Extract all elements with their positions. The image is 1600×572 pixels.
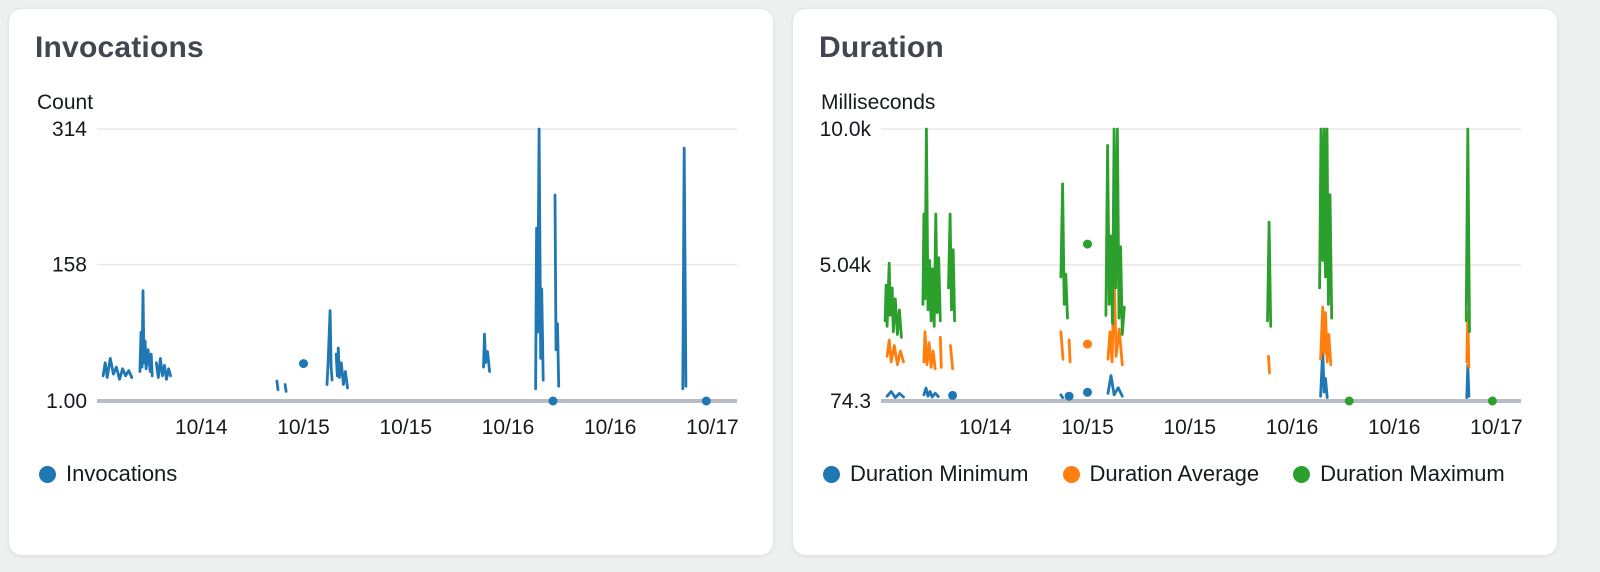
x-tick-label: 10/14 (959, 416, 1012, 439)
legend-item-invocations[interactable]: Invocations (39, 461, 177, 487)
data-point-dot-invocations[interactable] (299, 359, 308, 369)
y-tick-label: 314 (52, 119, 87, 141)
duration-widget: Duration Milliseconds 10.0k 5.04k 74.3 10/1… (792, 8, 1558, 556)
series-line-duration-minimum[interactable] (1319, 349, 1329, 400)
series-line-invocations[interactable] (283, 383, 288, 393)
series-line-duration-average[interactable] (1067, 338, 1072, 364)
x-tick-label: 10/16 (1368, 416, 1421, 439)
series-line-duration-maximum[interactable] (1318, 127, 1334, 320)
series-line-duration-maximum[interactable] (1464, 127, 1471, 334)
series-line-invocations[interactable] (275, 379, 280, 392)
duration-chart-plot[interactable]: 10.0k 5.04k 74.3 10/14 10/15 10/15 10/16 10/16 1… (819, 119, 1533, 449)
data-point-dot-duration-minimum[interactable] (1064, 391, 1074, 401)
series-line-duration-minimum[interactable] (1465, 363, 1471, 400)
series-line-duration-average[interactable] (1465, 311, 1471, 369)
series-line-invocations[interactable] (681, 146, 688, 391)
x-tick-label: 10/16 (482, 416, 535, 439)
series-line-duration-average[interactable] (949, 344, 955, 371)
series-line-duration-minimum[interactable] (922, 386, 940, 399)
legend-color-dot (823, 465, 840, 483)
series-line-invocations[interactable] (334, 346, 349, 390)
x-tick-label: 10/15 (1163, 416, 1216, 439)
series-line-duration-maximum[interactable] (921, 127, 942, 328)
data-point-dot-invocations[interactable] (548, 396, 558, 406)
series-line-invocations[interactable] (534, 127, 545, 391)
series-line-duration-average[interactable] (922, 330, 937, 371)
series-line-invocations[interactable] (482, 332, 492, 373)
legend-color-dot (1062, 465, 1080, 483)
series-line-duration-average[interactable] (1059, 330, 1065, 361)
series-line-invocations[interactable] (553, 193, 561, 388)
series-line-duration-average[interactable] (938, 335, 943, 369)
legend-item-duration-maximum[interactable]: Duration Maximum (1293, 461, 1505, 487)
invocations-widget: Invocations Count 314 158 1.00 10/14 10/15 10… (8, 8, 774, 556)
x-tick-label: 10/16 (584, 416, 637, 439)
series-line-invocations[interactable] (138, 289, 154, 378)
series-line-duration-minimum[interactable] (885, 390, 905, 400)
legend-item-duration-minimum[interactable]: Duration Minimum (823, 461, 1029, 487)
legend-label: Duration Average (1089, 461, 1260, 486)
series-line-duration-maximum[interactable] (883, 261, 903, 339)
series-line-duration-minimum[interactable] (1106, 374, 1124, 398)
y-tick-label: 5.04k (820, 254, 872, 277)
data-point-dot-duration-minimum[interactable] (948, 390, 958, 400)
series-line-invocations[interactable] (325, 309, 334, 386)
data-point-dot-duration-maximum[interactable] (1487, 396, 1497, 406)
legend-label: Duration Minimum (850, 461, 1029, 486)
series-line-duration-minimum[interactable] (1059, 393, 1065, 400)
series-line-duration-average[interactable] (885, 338, 905, 367)
series-line-duration-maximum[interactable] (1104, 127, 1126, 336)
invocations-chart-plot[interactable]: 314 158 1.00 10/14 10/15 10/15 10/16 10/16 10/17 (35, 119, 749, 449)
x-tick-label: 10/16 (1266, 416, 1319, 439)
legend-item-duration-average[interactable]: Duration Average (1062, 461, 1260, 487)
series-line-duration-maximum[interactable] (1266, 220, 1273, 328)
legend-color-dot (39, 465, 56, 483)
x-tick-label: 10/17 (686, 416, 739, 439)
y-axis-unit-label: Count (37, 91, 94, 114)
series-line-duration-maximum[interactable] (947, 212, 957, 323)
x-tick-label: 10/14 (175, 416, 228, 439)
legend-label: Invocations (66, 461, 178, 486)
data-point-dot-duration-average[interactable] (1083, 339, 1092, 349)
y-tick-label: 10.0k (820, 119, 872, 141)
series-line-duration-average[interactable] (1267, 354, 1271, 375)
x-tick-label: 10/17 (1470, 416, 1523, 439)
legend-color-dot (1293, 465, 1311, 483)
invocations-legend: Invocations (35, 461, 747, 487)
data-point-dot-duration-maximum[interactable] (1083, 239, 1092, 249)
chart-title-invocations: Invocations (35, 31, 204, 64)
series-line-invocations[interactable] (154, 356, 173, 381)
x-tick-label: 10/15 (277, 416, 330, 439)
data-point-dot-duration-maximum[interactable] (1344, 396, 1354, 406)
legend-label: Duration Maximum (1320, 461, 1505, 486)
x-tick-label: 10/15 (379, 416, 432, 439)
chart-title-duration: Duration (819, 31, 944, 64)
series-line-duration-average[interactable] (1319, 305, 1333, 367)
y-axis-unit-label: Milliseconds (821, 91, 936, 114)
y-tick-label: 158 (52, 254, 87, 277)
x-tick-label: 10/15 (1061, 416, 1114, 439)
y-tick-label: 1.00 (46, 390, 87, 413)
data-point-dot-duration-minimum[interactable] (1083, 387, 1092, 397)
data-point-dot-invocations[interactable] (701, 396, 711, 406)
series-line-invocations[interactable] (101, 356, 134, 381)
series-line-duration-maximum[interactable] (1059, 182, 1069, 320)
y-tick-label: 74.3 (830, 390, 871, 413)
duration-legend: Duration Minimum Duration Average Duration… (819, 461, 1531, 487)
